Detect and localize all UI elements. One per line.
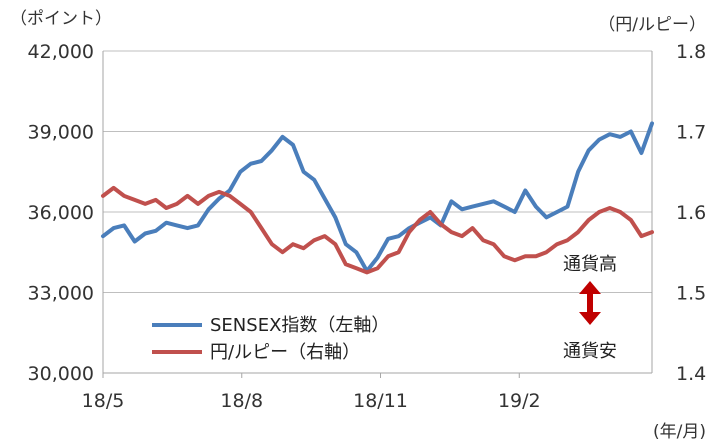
left-tick-label: 42,000 xyxy=(28,41,94,63)
x-tick-label: 18/11 xyxy=(353,390,408,412)
x-tick-label: 19/2 xyxy=(498,390,541,412)
axes xyxy=(102,51,653,374)
double-arrow-icon xyxy=(579,281,601,325)
left-axis-ticks: 30,000 33,000 36,000 39,000 42,000 xyxy=(28,41,94,385)
right-tick-label: 1.7 xyxy=(676,122,706,144)
series-line-sensex xyxy=(101,121,654,273)
right-tick-label: 1.5 xyxy=(676,283,706,305)
legend-label-sensex: SENSEX指数（左軸） xyxy=(210,315,389,336)
right-tick-label: 1.8 xyxy=(676,41,706,63)
currency-weak-label: 通貨安 xyxy=(563,341,617,362)
right-axis-ticks: 1.4 1.5 1.6 1.7 1.8 xyxy=(676,41,706,385)
x-axis-unit: (年/月) xyxy=(653,422,706,442)
series-line-jpy-inr xyxy=(101,185,654,275)
currency-annotation: 通貨高 通貨安 xyxy=(563,254,617,362)
x-axis-ticks: 18/5 18/8 18/11 19/2 xyxy=(82,373,541,412)
right-axis-unit: （円/ルピー） xyxy=(598,15,706,35)
left-tick-label: 39,000 xyxy=(28,122,94,144)
x-tick-label: 18/8 xyxy=(220,390,263,412)
right-tick-label: 1.4 xyxy=(676,363,706,385)
series-lines xyxy=(101,121,654,275)
legend: SENSEX指数（左軸） 円/ルピー（右軸） xyxy=(152,315,389,363)
x-tick-label: 18/5 xyxy=(82,390,125,412)
right-tick-label: 1.6 xyxy=(676,202,706,224)
legend-label-jpy-inr: 円/ルピー（右軸） xyxy=(210,342,360,363)
left-tick-label: 30,000 xyxy=(28,363,94,385)
left-tick-label: 36,000 xyxy=(28,202,94,224)
left-tick-label: 33,000 xyxy=(28,283,94,305)
left-axis-unit: （ポイント） xyxy=(10,9,112,29)
currency-strong-label: 通貨高 xyxy=(563,254,617,275)
